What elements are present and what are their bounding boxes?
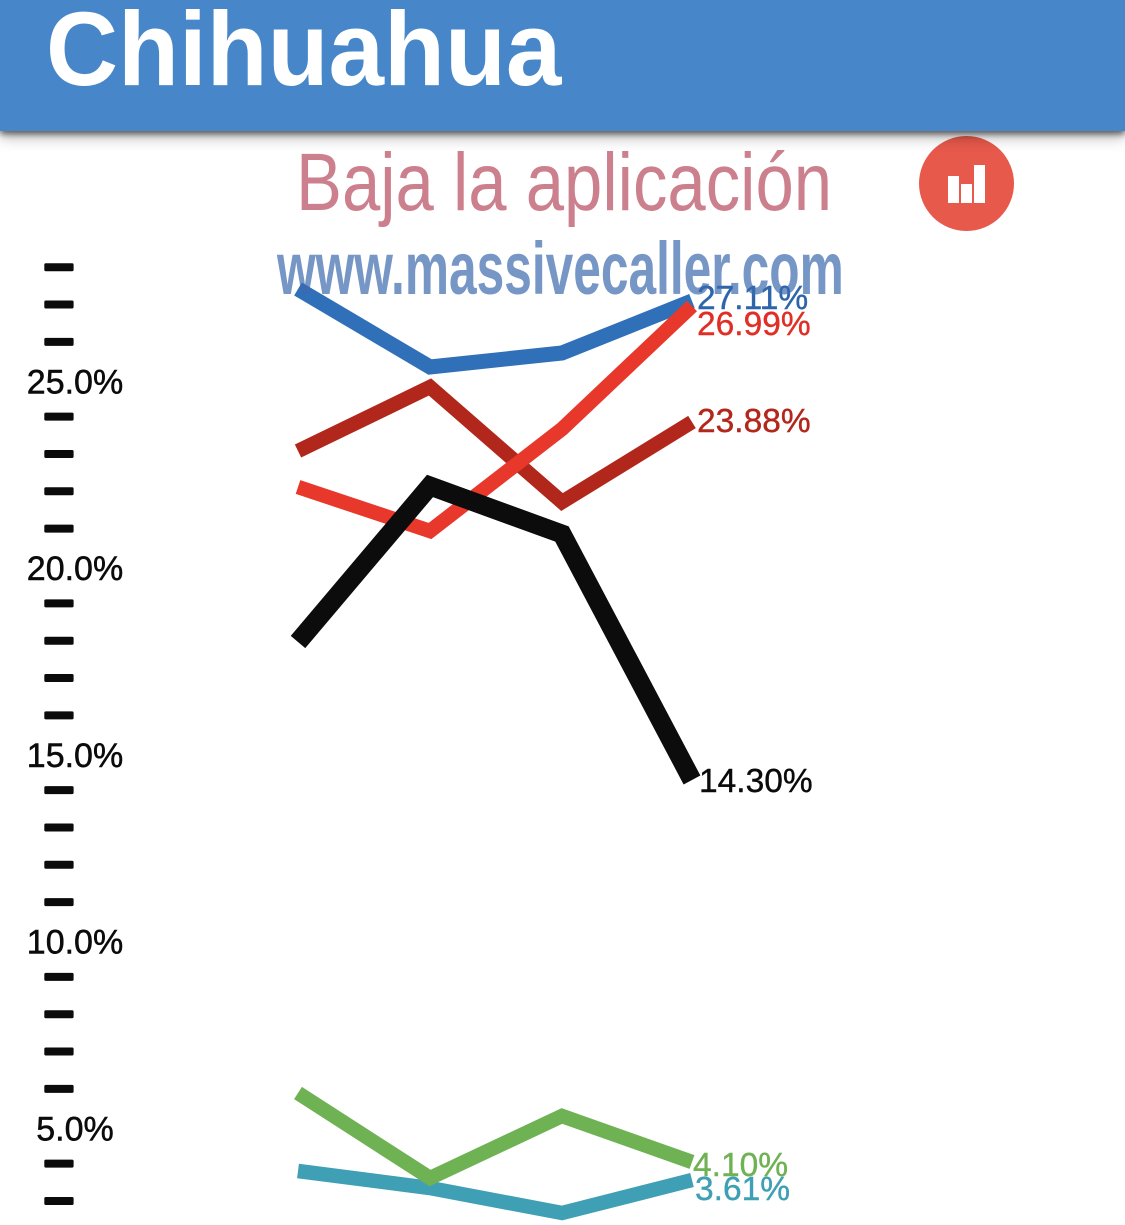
svg-text:26.99%: 26.99%	[697, 306, 811, 343]
svg-text:23.88%: 23.88%	[697, 403, 811, 440]
svg-text:20.0%: 20.0%	[27, 550, 123, 588]
svg-text:5.0%: 5.0%	[36, 1110, 114, 1148]
svg-text:3.61%: 3.61%	[695, 1171, 790, 1208]
svg-text:15.0%: 15.0%	[27, 737, 123, 775]
svg-text:14.30%: 14.30%	[699, 763, 813, 800]
svg-text:27.11%: 27.11%	[697, 280, 808, 317]
svg-text:10.0%: 10.0%	[27, 924, 123, 962]
svg-text:4.10%: 4.10%	[693, 1147, 788, 1184]
svg-text:25.0%: 25.0%	[27, 363, 123, 401]
